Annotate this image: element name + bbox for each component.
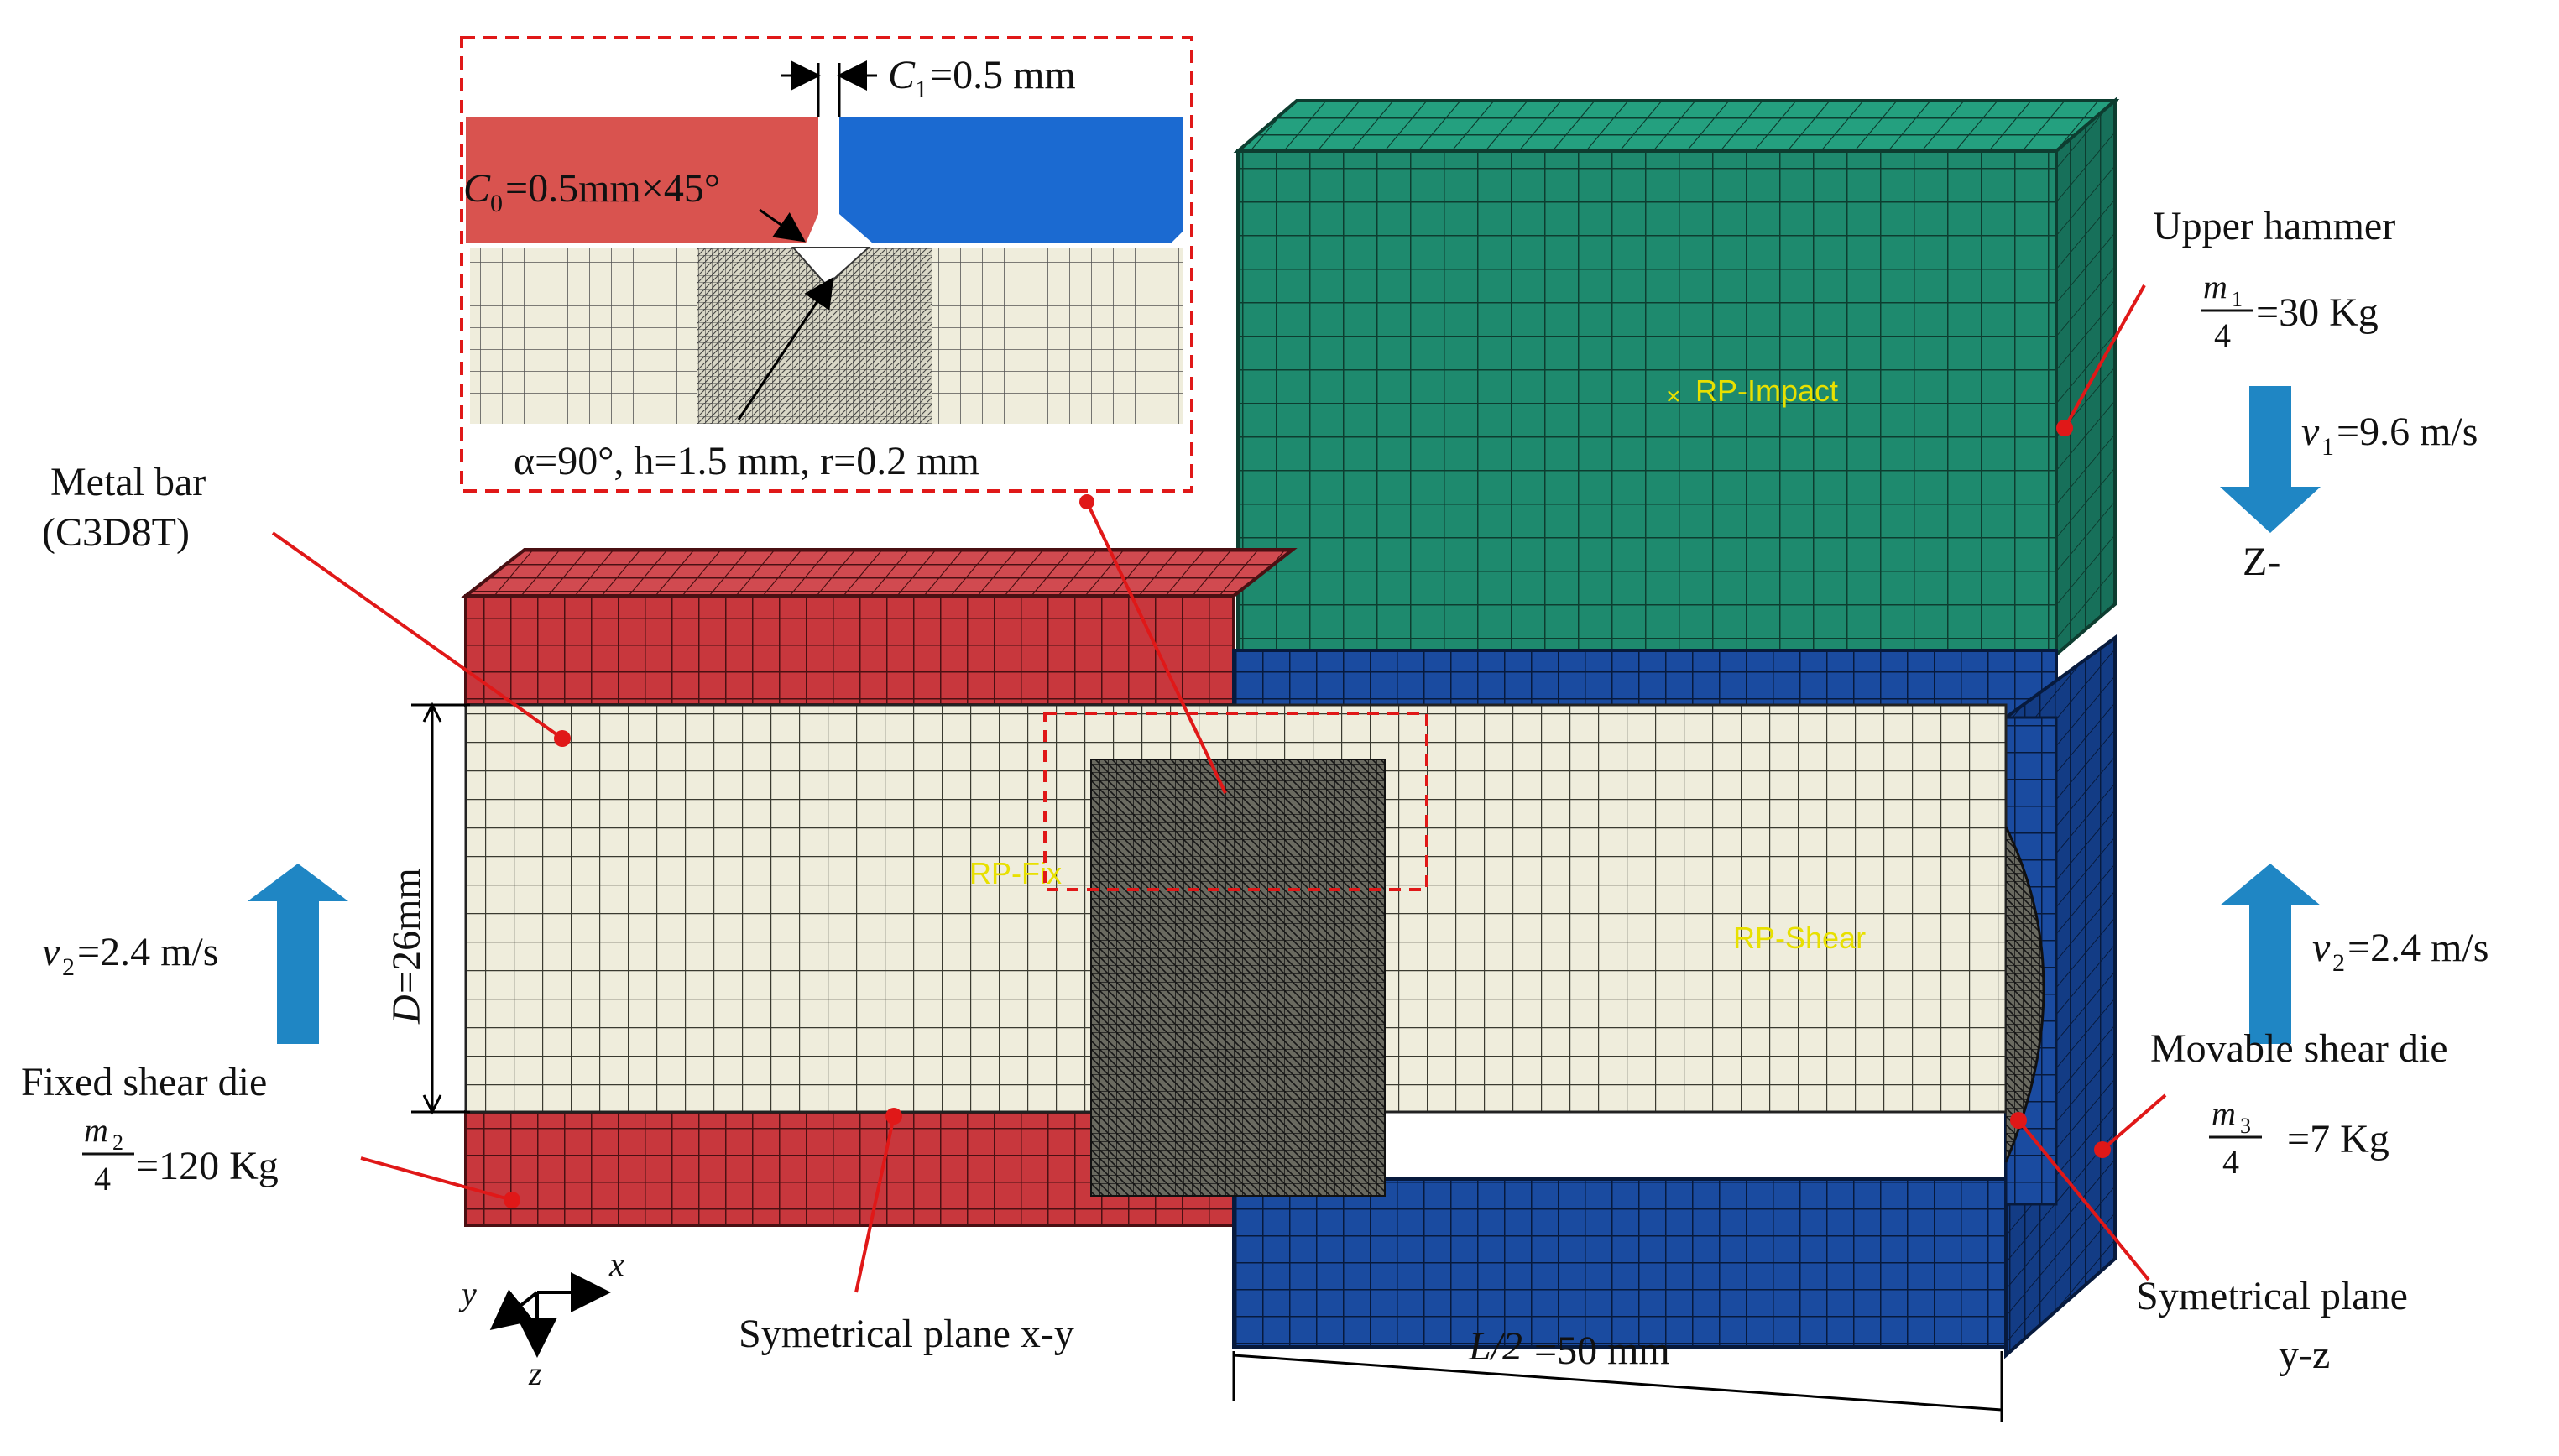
notch-inset: C 1 =0.5 mm C 0 =0.5mm×45° α=90°, h=1.5 … — [460, 36, 1193, 493]
v2-left-symbol: v — [42, 930, 60, 974]
metal-bar-type-label: (C3D8T) — [42, 510, 190, 555]
rp-fix-label: RP-Fix — [969, 856, 1062, 890]
half-length-symbol: L/2 — [1468, 1324, 1522, 1369]
m1-numerator: m — [2203, 268, 2227, 305]
axis-z-label: z — [528, 1354, 542, 1392]
sym-xy-leader — [854, 1115, 896, 1293]
movable-die-leader — [2101, 1093, 2167, 1151]
v2-left-subscript: 2 — [62, 953, 75, 981]
movable-die-label: Movable shear die — [2150, 1026, 2448, 1071]
v2-left-value: =2.4 m/s — [77, 930, 218, 974]
sym-yz-label-line1: Symetrical plane — [2136, 1274, 2408, 1318]
axis-triad: x y z — [458, 1245, 624, 1392]
upper-hammer-leader — [2063, 284, 2146, 429]
m3-numerator: m — [2212, 1094, 2236, 1132]
rp-impact-label: RP-Impact — [1695, 373, 1838, 408]
up-arrow-right — [2220, 864, 2321, 1044]
upper-hammer: RP-Impact × — [1233, 97, 2120, 659]
diameter-label: D =26mm — [384, 868, 429, 1025]
fixed-die-label: Fixed shear die — [21, 1060, 267, 1104]
inset-leader-dot — [1079, 494, 1094, 509]
metal-bar-leader — [271, 531, 564, 740]
m1-denominator: 4 — [2214, 316, 2231, 354]
v2-right-value: =2.4 m/s — [2347, 926, 2488, 970]
notch-params-text: α=90°, h=1.5 mm, r=0.2 mm — [514, 439, 979, 483]
diameter-symbol: D — [384, 994, 429, 1025]
diameter-arrow-top — [422, 702, 442, 723]
v1-value: =9.6 m/s — [2337, 410, 2478, 454]
sym-xy-label: Symetrical plane x-y — [739, 1312, 1074, 1356]
axis-x-label: x — [608, 1245, 624, 1283]
sym-yz-label-line2: y-z — [2279, 1333, 2330, 1377]
rp-shear-label: RP-Shear — [1733, 921, 1866, 955]
rp-impact-marker: × — [1666, 383, 1681, 410]
m3-value: =7 Kg — [2287, 1117, 2389, 1161]
m2-value: =120 Kg — [136, 1144, 279, 1188]
z-minus-label: Z- — [2243, 540, 2280, 584]
c1-symbol: C — [888, 53, 916, 97]
m2-denominator: 4 — [94, 1160, 111, 1198]
fixed-die-leader-dot — [504, 1192, 520, 1208]
m2-subscript: 2 — [112, 1130, 123, 1155]
v2-right-subscript: 2 — [2332, 949, 2345, 977]
v1-subscript: 1 — [2321, 433, 2334, 461]
c0-subscript: 0 — [490, 190, 503, 217]
m1-subscript: 1 — [2232, 287, 2243, 311]
metal-bar-label: Metal bar — [50, 460, 206, 504]
c1-subscript: 1 — [915, 76, 927, 103]
m1-value: =30 Kg — [2256, 290, 2379, 335]
fixed-die-leader — [360, 1156, 513, 1202]
metal-bar — [464, 703, 2045, 1197]
movable-die-leader-dot — [2094, 1141, 2111, 1158]
upper-hammer-label: Upper hammer — [2153, 204, 2395, 248]
upper-hammer-leader-dot — [2056, 420, 2073, 436]
fixed-shear-die — [461, 548, 1298, 1227]
half-length-value: =50 mm — [1534, 1328, 1670, 1373]
c0-value: =0.5mm×45° — [505, 166, 720, 211]
diameter-arrow-bottom — [422, 1094, 442, 1115]
v1-symbol: v — [2301, 410, 2320, 454]
sym-yz-leader — [2017, 1119, 2150, 1281]
inset-leader-line — [1085, 501, 1227, 794]
m3-subscript: 3 — [2240, 1114, 2251, 1138]
sym-yz-leader-dot — [2010, 1112, 2027, 1129]
m2-numerator: m — [84, 1111, 108, 1149]
m3-denominator: 4 — [2222, 1143, 2239, 1181]
up-arrow-left — [248, 864, 348, 1044]
length-dimension-line — [1233, 1354, 2003, 1412]
down-arrow-v1 — [2220, 386, 2321, 533]
metal-bar-leader-dot — [554, 730, 571, 747]
diameter-value: =26mm — [384, 868, 429, 994]
sym-xy-leader-dot — [885, 1108, 902, 1125]
detail-region-box — [1043, 712, 1428, 891]
v2-right-symbol: v — [2312, 926, 2331, 970]
c1-value: =0.5 mm — [930, 53, 1076, 97]
c0-symbol: C — [463, 166, 491, 211]
axis-y-label: y — [458, 1275, 477, 1312]
